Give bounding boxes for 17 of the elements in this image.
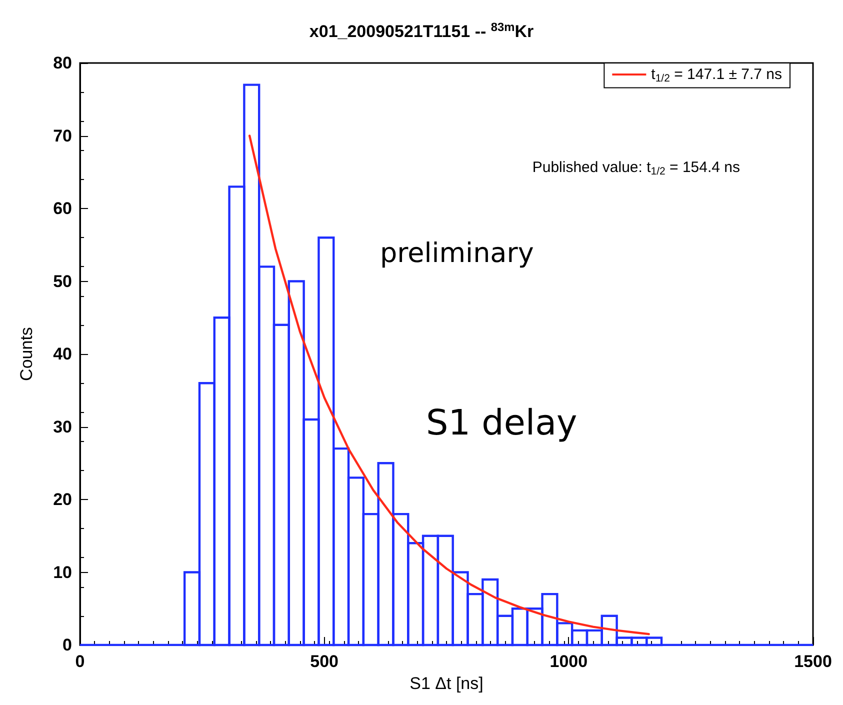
y-axis-title: Counts	[17, 327, 36, 381]
y-tick-label: 70	[53, 126, 72, 146]
y-tick-label: 0	[62, 636, 72, 654]
x-tick-label: 500	[310, 652, 339, 671]
y-tick-label: 40	[53, 344, 72, 364]
annotation: preliminary	[380, 238, 534, 269]
y-tick-label: 20	[53, 490, 72, 509]
x-tick-label: 0	[75, 652, 85, 671]
y-tick-label: 30	[53, 417, 72, 436]
x-axis-title: S1 Δt [ns]	[410, 674, 484, 693]
y-tick-label: 50	[53, 272, 72, 291]
annotation: S1 delay	[426, 404, 578, 444]
y-tick-label: 80	[53, 54, 72, 72]
y-tick-label: 60	[53, 199, 72, 218]
x-tick-label: 1500	[794, 652, 832, 671]
y-tick-label: 10	[53, 562, 72, 582]
x-tick-label: 1000	[550, 652, 588, 671]
